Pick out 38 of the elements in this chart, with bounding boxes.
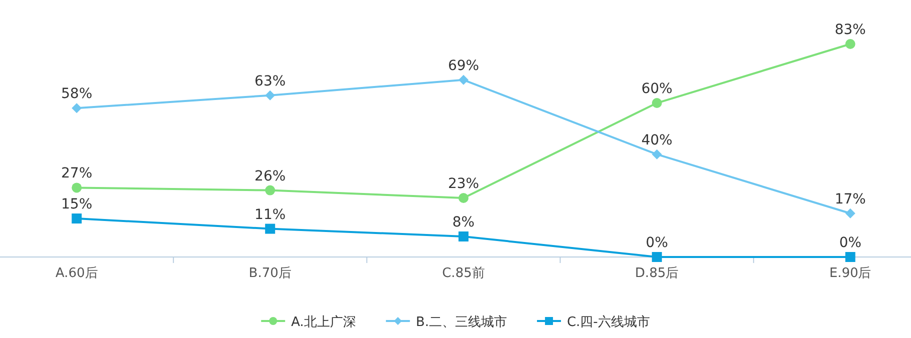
point <box>652 98 662 108</box>
point <box>458 231 468 242</box>
point <box>845 252 856 262</box>
point <box>72 103 82 114</box>
data-label: 23% <box>448 176 480 192</box>
legend-label: B.二、三线城市 <box>416 315 507 330</box>
data-label: 58% <box>61 86 92 102</box>
data-label: 0% <box>839 235 862 251</box>
data-label: 63% <box>254 73 286 90</box>
point <box>265 224 276 234</box>
point <box>72 214 82 224</box>
data-label: 8% <box>452 214 475 230</box>
point <box>845 208 856 218</box>
data-label: 17% <box>834 191 866 208</box>
x-tick-label: A.60后 <box>56 266 98 281</box>
x-tick-label: C.85前 <box>442 266 485 281</box>
x-tick-label: D.85后 <box>635 266 679 281</box>
legend-label: C.四-六线城市 <box>566 315 650 330</box>
point <box>265 185 276 196</box>
data-label: 83% <box>834 22 866 38</box>
data-label: 15% <box>61 196 92 213</box>
legend-label: A.北上广深 <box>291 315 356 330</box>
point <box>458 192 468 203</box>
data-label: 0% <box>646 235 668 251</box>
point <box>652 252 662 262</box>
x-tick-label: B.70后 <box>248 266 292 281</box>
data-label: 11% <box>254 206 286 223</box>
point <box>265 90 276 100</box>
point <box>72 182 82 193</box>
point <box>845 39 856 49</box>
x-tick-label: E.90后 <box>829 266 872 281</box>
data-label: 69% <box>448 58 480 74</box>
data-label: 27% <box>61 166 92 182</box>
data-label: 40% <box>641 132 672 148</box>
point <box>652 149 662 160</box>
point <box>458 74 468 85</box>
data-label: 26% <box>254 168 286 184</box>
data-label: 60% <box>641 81 672 98</box>
